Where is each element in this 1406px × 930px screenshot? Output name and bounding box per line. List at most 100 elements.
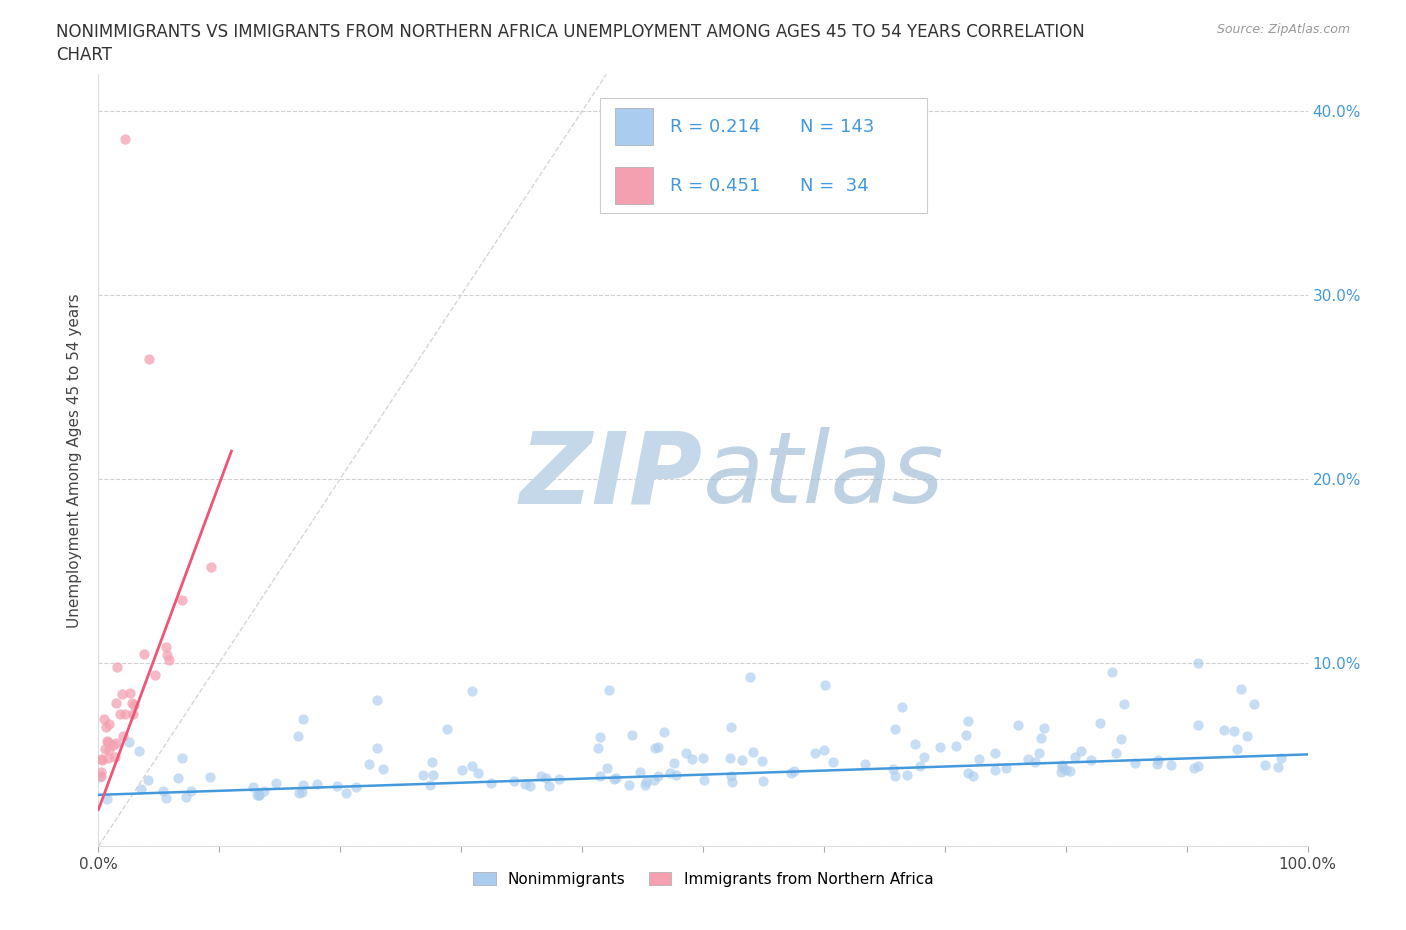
Point [461, 684, 484, 698]
Point [359, 756, 381, 771]
Point [1146, 756, 1168, 771]
Point [156, 647, 179, 662]
Point [962, 769, 984, 784]
Point [305, 777, 328, 791]
Point [994, 761, 1017, 776]
Point [1160, 757, 1182, 772]
Point [97, 735, 120, 750]
Point [114, 707, 136, 722]
Point [967, 751, 990, 766]
Point [1213, 723, 1236, 737]
Point [595, 761, 617, 776]
Point [751, 754, 773, 769]
Point [589, 729, 612, 744]
Point [104, 696, 127, 711]
Point [249, 788, 271, 803]
Point [326, 778, 349, 793]
Point [945, 738, 967, 753]
Point [114, 131, 136, 146]
Point [1187, 717, 1209, 732]
Point [180, 783, 202, 798]
Point [366, 692, 388, 707]
Point [242, 779, 264, 794]
Text: CHART: CHART [56, 46, 112, 64]
Point [1080, 752, 1102, 767]
Point [266, 776, 288, 790]
Point [1226, 741, 1249, 756]
Point [929, 739, 952, 754]
Point [121, 707, 143, 722]
Point [122, 698, 145, 712]
Legend: Nonimmigrants, Immigrants from Northern Africa: Nonimmigrants, Immigrants from Northern … [467, 866, 939, 893]
Point [1123, 756, 1146, 771]
Point [536, 770, 558, 785]
Point [167, 771, 190, 786]
Point [983, 763, 1005, 777]
Point [658, 765, 681, 780]
Point [136, 773, 159, 788]
Point [644, 740, 666, 755]
Point [131, 782, 153, 797]
Point [652, 724, 675, 739]
Text: ZIP: ZIP [520, 427, 703, 525]
Point [903, 737, 925, 751]
Point [1050, 760, 1073, 775]
Point [112, 728, 135, 743]
Point [104, 750, 127, 764]
Point [172, 751, 194, 765]
Point [634, 777, 657, 792]
Point [779, 765, 801, 780]
Point [93, 711, 115, 726]
Point [884, 722, 907, 737]
Point [1088, 716, 1111, 731]
Point [366, 741, 388, 756]
Point [90, 764, 112, 779]
Point [105, 659, 128, 674]
Point [155, 790, 177, 805]
Point [1070, 743, 1092, 758]
Text: N = 143: N = 143 [800, 118, 875, 136]
Point [291, 711, 314, 726]
Point [957, 765, 980, 780]
Point [1054, 763, 1077, 777]
Point [1147, 752, 1170, 767]
Point [855, 757, 877, 772]
Point [519, 778, 541, 793]
Point [530, 769, 553, 784]
Point [804, 746, 827, 761]
Point [371, 762, 394, 777]
Point [1050, 764, 1073, 779]
Y-axis label: Unemployment Among Ages 45 to 54 years: Unemployment Among Ages 45 to 54 years [67, 293, 83, 628]
Point [287, 785, 309, 800]
Point [720, 719, 742, 734]
Point [143, 668, 166, 683]
Point [91, 752, 114, 767]
Point [1267, 759, 1289, 774]
Point [681, 752, 703, 767]
Point [436, 721, 458, 736]
Point [693, 773, 716, 788]
Point [1059, 764, 1081, 778]
Point [675, 745, 697, 760]
Point [718, 751, 741, 765]
Point [291, 784, 314, 799]
Point [647, 740, 669, 755]
Point [1223, 724, 1246, 738]
Point [647, 769, 669, 784]
Point [198, 770, 221, 785]
Point [1254, 758, 1277, 773]
Point [121, 695, 143, 710]
Point [884, 768, 907, 783]
Point [120, 685, 142, 700]
Point [589, 768, 612, 783]
Point [97, 716, 120, 731]
Point [461, 758, 484, 773]
Point [419, 777, 441, 792]
Point [502, 774, 524, 789]
Point [450, 763, 472, 777]
Point [634, 774, 657, 789]
Point [422, 768, 444, 783]
Point [1114, 697, 1136, 711]
Point [662, 755, 685, 770]
Point [823, 754, 845, 769]
